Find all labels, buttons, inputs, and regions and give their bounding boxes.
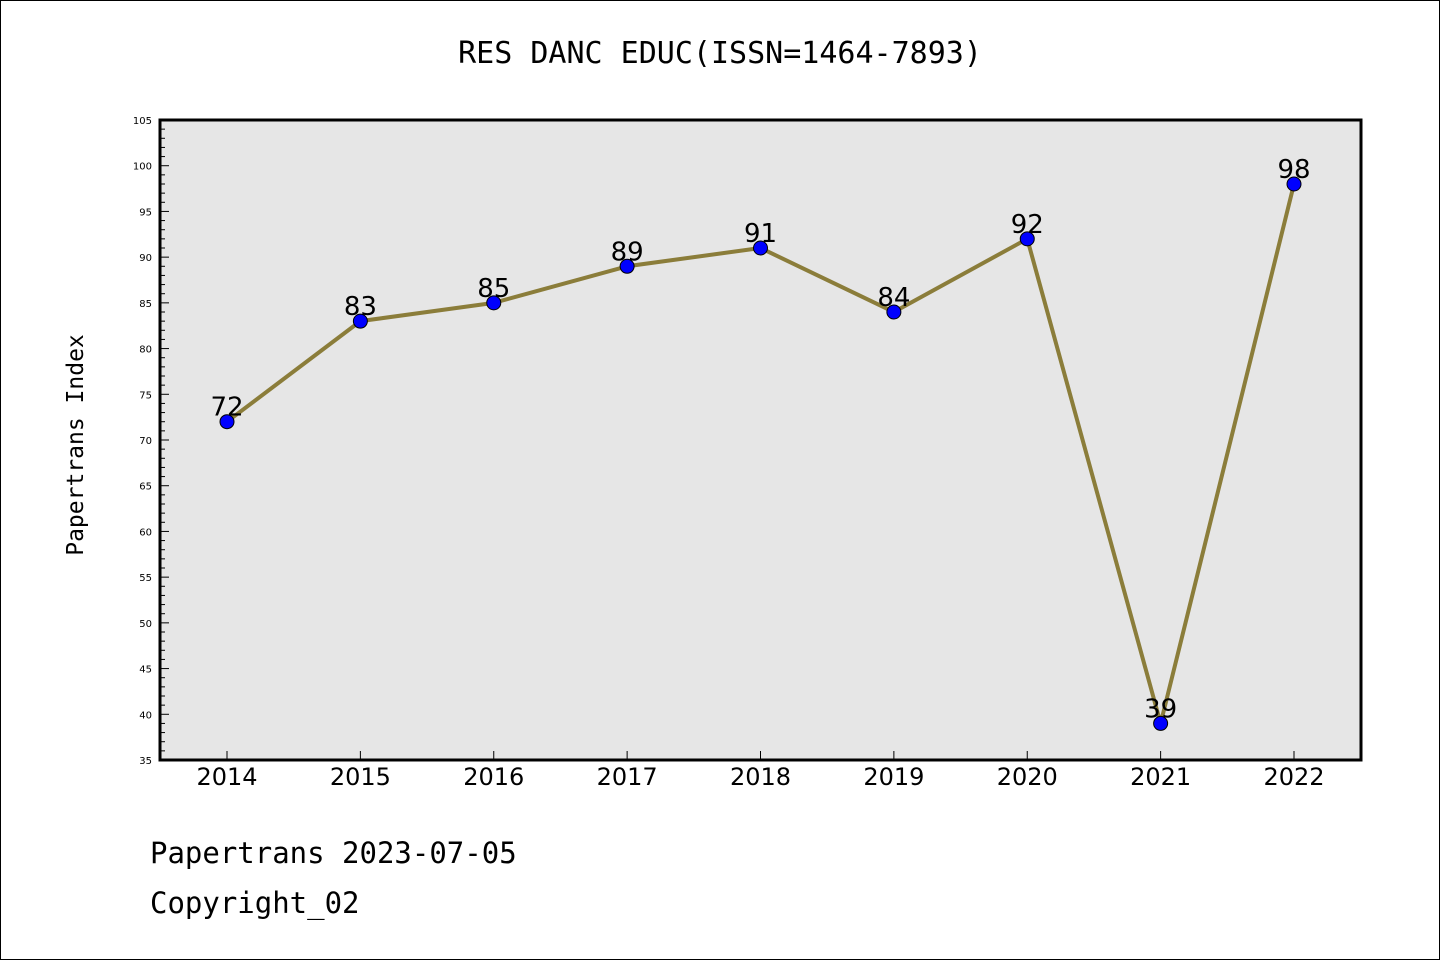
data-label: 89 [611,237,644,267]
x-tick-label: 2016 [463,763,524,791]
y-tick-label: 85 [139,299,152,310]
y-tick-label: 65 [139,482,152,493]
data-point [486,295,502,311]
x-tick-label: 2017 [597,763,658,791]
footer-copyright: Copyright_02 [150,886,360,920]
data-label: 39 [1144,694,1177,724]
y-tick-label: 90 [139,253,152,264]
y-tick-label: 60 [139,527,152,538]
data-point [753,240,768,256]
x-tick-label: 2020 [997,763,1058,791]
y-tick-label: 40 [139,710,152,721]
footer-date: Papertrans 2023-07-05 [150,836,517,870]
y-axis: 35 40 45 50 55 60 65 70 75 80 85 90 95 100 105 [133,116,169,767]
data-label: 91 [744,219,777,249]
data-point [219,414,235,430]
data-series: 72 83 85 89 91 84 92 39 98 [210,155,1311,731]
data-point [1019,231,1035,247]
data-point [352,313,368,329]
data-point [619,258,635,274]
x-axis: 2014 2015 2016 2017 2018 2019 2020 2021 2022 [196,751,1325,791]
x-tick-label: 2014 [196,763,257,791]
y-tick-label: 50 [139,619,152,630]
y-tick-label: 45 [139,665,152,676]
y-tick-label: 95 [139,207,152,218]
x-tick-label: 2019 [863,763,924,791]
y-tick-label: 105 [133,116,152,127]
y-tick-label: 55 [139,573,152,584]
data-label: 84 [877,283,910,313]
data-point [886,304,902,320]
data-label: 85 [477,274,510,304]
plot-area [158,118,1363,762]
data-point [1153,715,1169,731]
y-tick-label: 80 [139,345,152,356]
data-label: 92 [1011,210,1044,240]
x-tick-label: 2021 [1130,763,1191,791]
data-point [1286,176,1302,192]
data-label: 98 [1277,155,1310,185]
chart-title: RES DANC EDUC(ISSN=1464-7893) [458,36,982,71]
y-tick-label: 100 [133,162,152,173]
x-tick-label: 2015 [330,763,391,791]
y-tick-label: 75 [139,390,152,401]
y-tick-label: 35 [139,756,152,767]
x-tick-label: 2018 [730,763,791,791]
data-label: 83 [344,292,377,322]
y-tick-label: 70 [139,436,152,447]
data-label: 72 [210,393,243,423]
x-tick-label: 2022 [1263,763,1324,791]
